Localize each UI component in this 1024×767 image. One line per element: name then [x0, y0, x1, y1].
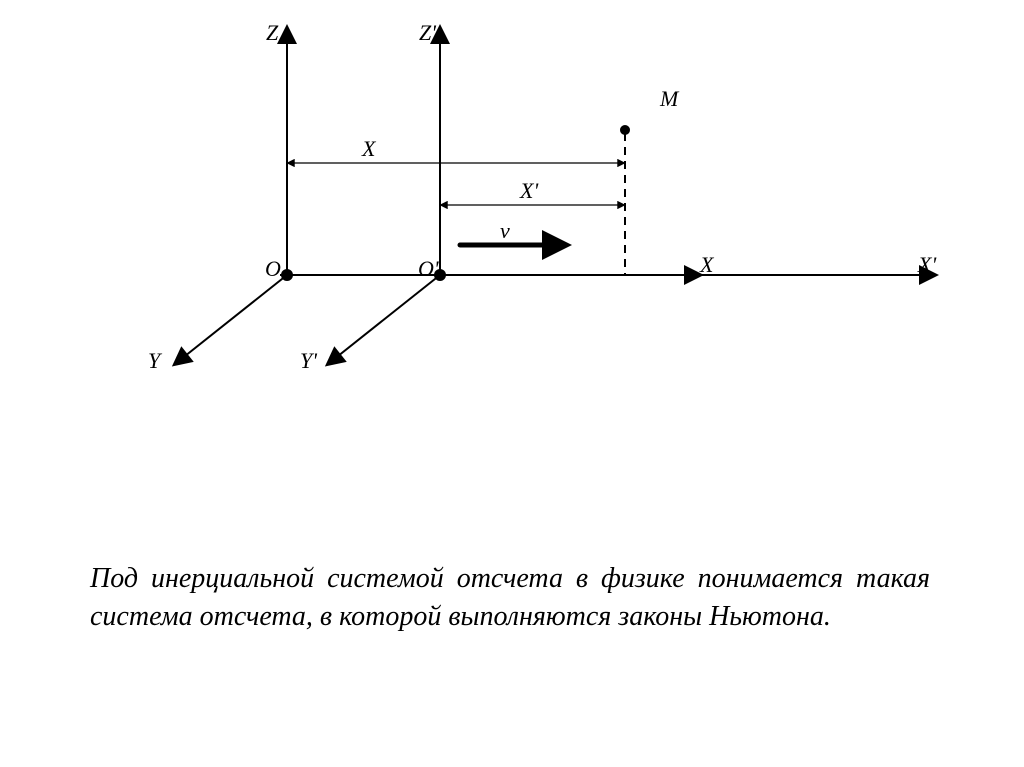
- label-Y: Y: [148, 348, 160, 374]
- figure-container: Z Z' O O' Y Y' X X' X X' v M Под инерциа…: [0, 0, 1024, 767]
- label-Zp: Z': [419, 20, 436, 46]
- label-Xp-axis: X': [918, 252, 936, 278]
- caption-text: Под инерциальной системой отсчета в физи…: [90, 560, 930, 636]
- label-M: M: [660, 86, 678, 112]
- label-Z: Z: [266, 20, 278, 46]
- label-Op: O': [418, 256, 439, 282]
- label-X-dim: X: [362, 136, 375, 162]
- coordinate-diagram: [0, 0, 1024, 500]
- label-X-axis: X: [700, 252, 713, 278]
- label-v: v: [500, 218, 510, 244]
- label-Xp-dim: X': [520, 178, 538, 204]
- label-O: O: [265, 256, 281, 282]
- label-Yp: Y': [300, 348, 317, 374]
